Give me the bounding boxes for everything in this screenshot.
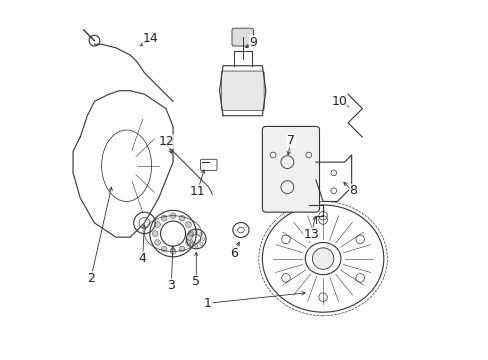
Circle shape (161, 246, 166, 252)
Text: 10: 10 (330, 95, 346, 108)
Circle shape (161, 215, 166, 221)
Text: 12: 12 (159, 135, 174, 148)
Text: 3: 3 (167, 279, 175, 292)
Text: 9: 9 (249, 36, 257, 49)
Circle shape (179, 246, 184, 252)
Text: 14: 14 (143, 32, 159, 45)
Text: 7: 7 (286, 134, 294, 147)
Circle shape (188, 231, 193, 237)
Circle shape (185, 240, 191, 246)
Text: 8: 8 (349, 184, 357, 197)
Text: 4: 4 (139, 252, 146, 265)
FancyBboxPatch shape (231, 28, 253, 46)
Text: 1: 1 (203, 297, 212, 310)
Text: 6: 6 (229, 247, 237, 260)
Circle shape (185, 222, 191, 228)
Text: 2: 2 (87, 272, 95, 285)
Circle shape (152, 231, 158, 237)
Circle shape (154, 222, 160, 228)
Circle shape (170, 249, 176, 254)
Circle shape (170, 213, 176, 219)
Circle shape (179, 215, 184, 221)
FancyBboxPatch shape (262, 126, 319, 212)
Text: 5: 5 (192, 275, 200, 288)
Text: 13: 13 (303, 228, 319, 241)
Circle shape (154, 240, 160, 246)
FancyBboxPatch shape (221, 71, 264, 111)
Circle shape (312, 248, 333, 269)
Text: 11: 11 (189, 185, 205, 198)
